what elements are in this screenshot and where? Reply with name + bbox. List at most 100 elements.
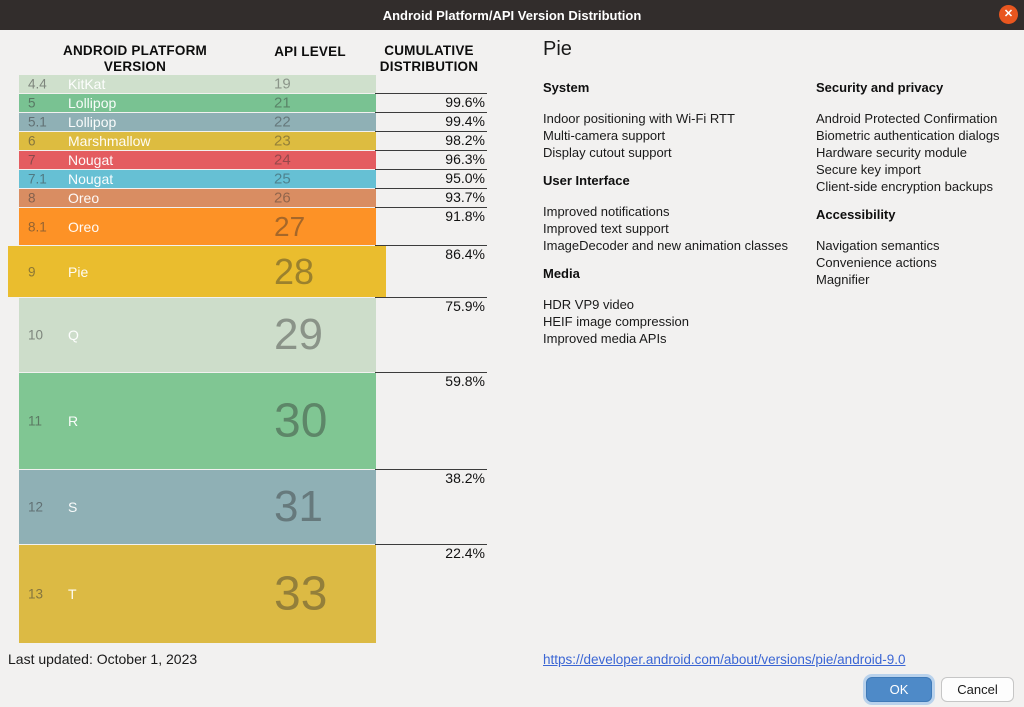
feature-section-title: User Interface xyxy=(543,173,816,188)
details-column-left: SystemIndoor positioning with Wi-Fi RTTM… xyxy=(543,80,816,359)
api-level-number: 25 xyxy=(274,171,291,188)
api-level-number: 23 xyxy=(274,133,291,150)
version-codename: S xyxy=(68,499,77,515)
version-row-s[interactable]: 12 S 31 xyxy=(19,470,376,544)
api-level-number: 22 xyxy=(274,114,291,131)
api-level-number: 28 xyxy=(274,251,314,293)
version-row-r[interactable]: 11R30 xyxy=(19,373,376,469)
column-header-cumulative-distribution: CUMULATIVE DISTRIBUTION xyxy=(367,43,491,75)
close-icon[interactable]: ✕ xyxy=(999,5,1018,24)
last-updated-text: Last updated: October 1, 2023 xyxy=(8,651,197,667)
cumulative-percentage: 22.4% xyxy=(375,546,485,561)
cumulative-percentage: 86.4% xyxy=(375,247,485,262)
details-column-right: Security and privacy Android Protected Co… xyxy=(816,80,1017,359)
version-number: 4.4 xyxy=(28,77,47,92)
api-level-number: 24 xyxy=(274,152,291,169)
api-level-number: 29 xyxy=(274,310,323,360)
dialog-titlebar: Android Platform/API Version Distributio… xyxy=(0,0,1024,30)
column-header-api-level: API LEVEL xyxy=(255,44,365,60)
feature-section-title: Media xyxy=(543,266,816,281)
cumulative-percentage: 91.8% xyxy=(375,209,485,224)
feature-section: Media HDR VP9 videoHEIF image compression… xyxy=(543,266,816,347)
version-number: 5.1 xyxy=(28,115,47,130)
version-codename: Marshmallow xyxy=(68,133,150,149)
version-number: 7.1 xyxy=(28,172,47,187)
version-number: 8.1 xyxy=(28,219,47,234)
api-level-number: 30 xyxy=(274,394,327,449)
api-level-number: 21 xyxy=(274,95,291,112)
feature-section-title: Accessibility xyxy=(816,207,1017,222)
version-row-nougat[interactable]: 7 Nougat 24 xyxy=(19,151,376,169)
version-row-oreo[interactable]: 8.1 Oreo 27 xyxy=(19,208,376,245)
version-codename: Q xyxy=(68,327,79,343)
api-level-number: 27 xyxy=(274,211,305,243)
api-level-number: 19 xyxy=(274,76,291,93)
version-codename: Nougat xyxy=(68,152,113,168)
feature-item: Display cutout support xyxy=(543,144,816,161)
feature-item: Android Protected Confirmation xyxy=(816,110,1017,127)
version-number: 9 xyxy=(28,264,36,279)
version-row-pie[interactable]: 9 Pie 28 xyxy=(8,246,386,297)
version-codename: Oreo xyxy=(68,190,99,206)
feature-item: Navigation semantics xyxy=(816,237,1017,254)
cumulative-percentage: 59.8% xyxy=(375,374,485,389)
version-row-lollipop[interactable]: 5 Lollipop 21 xyxy=(19,94,376,112)
ok-button[interactable]: OK xyxy=(866,677,932,702)
cumulative-percentage: 75.9% xyxy=(375,299,485,314)
version-number: 8 xyxy=(28,191,36,206)
column-header-platform-version: ANDROID PLATFORM VERSION xyxy=(40,43,230,75)
cancel-button[interactable]: Cancel xyxy=(941,677,1014,702)
version-number: 13 xyxy=(28,587,43,602)
cumulative-percentage: 38.2% xyxy=(375,471,485,486)
dialog-title: Android Platform/API Version Distributio… xyxy=(383,8,642,23)
feature-item: ImageDecoder and new animation classes xyxy=(543,237,816,254)
version-row-nougat[interactable]: 7.1 Nougat 25 xyxy=(19,170,376,188)
version-row-t[interactable]: 13 T 33 xyxy=(19,545,376,643)
feature-item: Biometric authentication dialogs xyxy=(816,127,1017,144)
feature-item: Magnifier xyxy=(816,271,1017,288)
version-row-q[interactable]: 10 Q 29 xyxy=(19,298,376,372)
version-details-panel: Pie SystemIndoor positioning with Wi-Fi … xyxy=(543,38,1017,359)
feature-section: SystemIndoor positioning with Wi-Fi RTTM… xyxy=(543,80,816,161)
version-codename: Pie xyxy=(68,264,88,280)
api-level-number: 33 xyxy=(274,567,327,622)
feature-item: Improved notifications xyxy=(543,203,816,220)
feature-section: User Interface Improved notificationsImpr… xyxy=(543,173,816,254)
feature-item: Improved media APIs xyxy=(543,330,816,347)
version-number: 12 xyxy=(28,500,43,515)
cumulative-percentage: 96.3% xyxy=(375,152,485,167)
feature-section-title: System xyxy=(543,80,816,95)
cumulative-percentage: 99.4% xyxy=(375,114,485,129)
version-row-kitkat[interactable]: 4.4KitKat19 xyxy=(19,75,376,93)
feature-section: Accessibility Navigation semanticsConveni… xyxy=(816,207,1017,288)
cumulative-percentage: 95.0% xyxy=(375,171,485,186)
version-codename: Oreo xyxy=(68,219,99,235)
version-codename: Nougat xyxy=(68,171,113,187)
version-codename: T xyxy=(68,586,77,602)
feature-item: HDR VP9 video xyxy=(543,296,816,313)
documentation-link[interactable]: https://developer.android.com/about/vers… xyxy=(543,652,905,667)
api-level-number: 26 xyxy=(274,190,291,207)
feature-section-title: Security and privacy xyxy=(816,80,1017,95)
version-number: 11 xyxy=(28,414,42,429)
cumulative-percentage: 93.7% xyxy=(375,190,485,205)
feature-item: Multi-camera support xyxy=(543,127,816,144)
api-level-number: 31 xyxy=(274,482,323,532)
version-number: 7 xyxy=(28,153,36,168)
selected-version-title: Pie xyxy=(543,38,1017,61)
cumulative-percentage: 99.6% xyxy=(375,95,485,110)
version-number: 5 xyxy=(28,96,36,111)
version-row-lollipop[interactable]: 5.1 Lollipop 22 xyxy=(19,113,376,131)
feature-item: Convenience actions xyxy=(816,254,1017,271)
version-number: 6 xyxy=(28,134,36,149)
version-row-oreo[interactable]: 8 Oreo 26 xyxy=(19,189,376,207)
version-row-marshmallow[interactable]: 6 Marshmallow 23 xyxy=(19,132,376,150)
feature-item: Secure key import xyxy=(816,161,1017,178)
version-number: 10 xyxy=(28,328,43,343)
version-codename: Lollipop xyxy=(68,114,116,130)
feature-item: Client-side encryption backups xyxy=(816,178,1017,195)
feature-item: Hardware security module xyxy=(816,144,1017,161)
feature-item: HEIF image compression xyxy=(543,313,816,330)
feature-item: Improved text support xyxy=(543,220,816,237)
version-codename: Lollipop xyxy=(68,95,116,111)
